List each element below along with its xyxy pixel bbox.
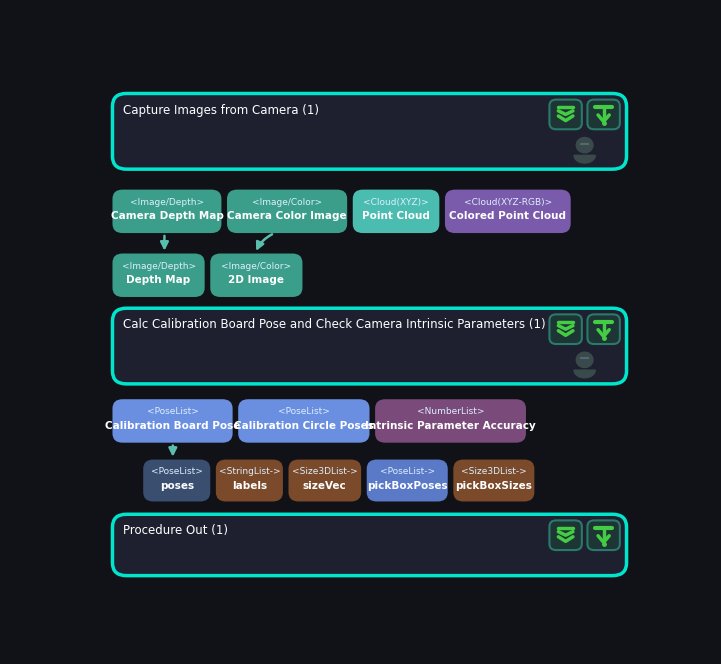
Text: Procedure Out (1): Procedure Out (1)	[123, 525, 228, 537]
Text: labels: labels	[232, 481, 267, 491]
FancyBboxPatch shape	[588, 521, 620, 550]
Text: Calc Calibration Board Pose and Check Camera Intrinsic Parameters (1): Calc Calibration Board Pose and Check Ca…	[123, 319, 545, 331]
Text: Calibration Circle Poses: Calibration Circle Poses	[234, 421, 373, 431]
FancyBboxPatch shape	[367, 459, 448, 501]
Text: Camera Color Image: Camera Color Image	[227, 211, 347, 222]
Text: pickBoxPoses: pickBoxPoses	[367, 481, 448, 491]
Text: sizeVec: sizeVec	[303, 481, 347, 491]
FancyBboxPatch shape	[112, 308, 627, 384]
FancyBboxPatch shape	[238, 399, 369, 443]
Text: <StringList->: <StringList->	[218, 467, 280, 476]
FancyBboxPatch shape	[112, 514, 627, 576]
FancyBboxPatch shape	[112, 94, 627, 169]
Text: <PoseList->: <PoseList->	[380, 467, 435, 476]
Text: <Cloud(XYZ)>: <Cloud(XYZ)>	[363, 198, 429, 207]
FancyBboxPatch shape	[588, 100, 620, 129]
FancyBboxPatch shape	[143, 459, 211, 501]
Polygon shape	[574, 155, 596, 163]
Text: Intrinsic Parameter Accuracy: Intrinsic Parameter Accuracy	[365, 421, 536, 431]
FancyBboxPatch shape	[549, 314, 582, 344]
Text: 2D Image: 2D Image	[229, 276, 284, 286]
FancyBboxPatch shape	[112, 399, 233, 443]
FancyBboxPatch shape	[445, 190, 570, 233]
Text: Camera Depth Map: Camera Depth Map	[110, 211, 224, 222]
FancyBboxPatch shape	[112, 254, 205, 297]
FancyBboxPatch shape	[353, 190, 439, 233]
FancyBboxPatch shape	[288, 459, 361, 501]
FancyBboxPatch shape	[549, 100, 582, 129]
Text: Depth Map: Depth Map	[126, 276, 190, 286]
Text: <Size3DList->: <Size3DList->	[292, 467, 358, 476]
Text: Calibration Board Pose: Calibration Board Pose	[105, 421, 240, 431]
Text: Capture Images from Camera (1): Capture Images from Camera (1)	[123, 104, 319, 117]
FancyBboxPatch shape	[375, 399, 526, 443]
Text: Colored Point Cloud: Colored Point Cloud	[449, 211, 566, 222]
Polygon shape	[576, 137, 593, 153]
Text: <Cloud(XYZ-RGB)>: <Cloud(XYZ-RGB)>	[464, 198, 552, 207]
Text: poses: poses	[159, 481, 194, 491]
Text: <PoseList>: <PoseList>	[151, 467, 203, 476]
Polygon shape	[576, 352, 593, 367]
Text: <NumberList>: <NumberList>	[417, 407, 485, 416]
FancyBboxPatch shape	[549, 521, 582, 550]
Text: <PoseList>: <PoseList>	[278, 407, 329, 416]
Text: <Image/Color>: <Image/Color>	[221, 262, 291, 270]
FancyBboxPatch shape	[588, 314, 620, 344]
Text: <PoseList>: <PoseList>	[146, 407, 198, 416]
FancyBboxPatch shape	[454, 459, 534, 501]
Text: <Image/Depth>: <Image/Depth>	[130, 198, 204, 207]
FancyBboxPatch shape	[211, 254, 303, 297]
Text: pickBoxSizes: pickBoxSizes	[456, 481, 532, 491]
Text: <Size3DList->: <Size3DList->	[461, 467, 527, 476]
FancyBboxPatch shape	[227, 190, 348, 233]
Text: <Image/Color>: <Image/Color>	[252, 198, 322, 207]
Text: Point Cloud: Point Cloud	[362, 211, 430, 222]
Text: <Image/Depth>: <Image/Depth>	[122, 262, 195, 270]
FancyBboxPatch shape	[216, 459, 283, 501]
FancyBboxPatch shape	[112, 190, 221, 233]
Polygon shape	[574, 370, 596, 378]
